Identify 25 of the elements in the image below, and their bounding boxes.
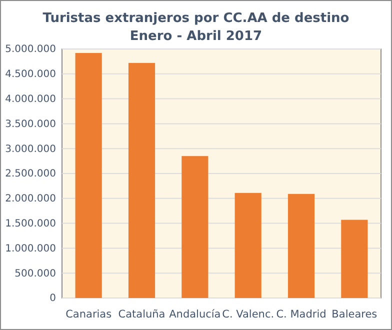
bar xyxy=(341,220,368,298)
bar xyxy=(288,194,315,298)
y-tick-label: 0 xyxy=(50,293,56,304)
y-tick-label: 5.000.000 xyxy=(5,44,56,56)
y-tick-label: 2.000.000 xyxy=(5,194,56,205)
y-tick-label: 2.500.000 xyxy=(5,168,56,180)
x-tick-label: Baleares xyxy=(332,308,378,320)
y-tick-label: 500.000 xyxy=(14,268,56,280)
chart-subtitle: Enero - Abril 2017 xyxy=(130,29,262,44)
x-tick-label: Andalucía xyxy=(169,308,221,320)
x-tick-label: Canarias xyxy=(66,308,112,320)
y-tick-label: 1.500.000 xyxy=(5,218,56,230)
y-tick-label: 4.000.000 xyxy=(5,94,56,105)
x-tick-label: C. Valenc. xyxy=(222,308,274,320)
y-tick-label: 4.500.000 xyxy=(5,69,56,80)
y-tick-label: 1.000.000 xyxy=(5,243,56,254)
bar xyxy=(128,62,156,298)
chart-title: Turistas extranjeros por CC.AA de destino xyxy=(42,11,350,26)
y-tick-label: 3.500.000 xyxy=(5,118,56,130)
x-tick-label: Cataluña xyxy=(118,308,166,320)
bar xyxy=(182,156,208,298)
y-tick-label: 3.000.000 xyxy=(5,144,56,155)
x-tick-label: C. Madrid xyxy=(276,308,326,320)
bar xyxy=(234,192,262,298)
bar xyxy=(75,52,102,298)
